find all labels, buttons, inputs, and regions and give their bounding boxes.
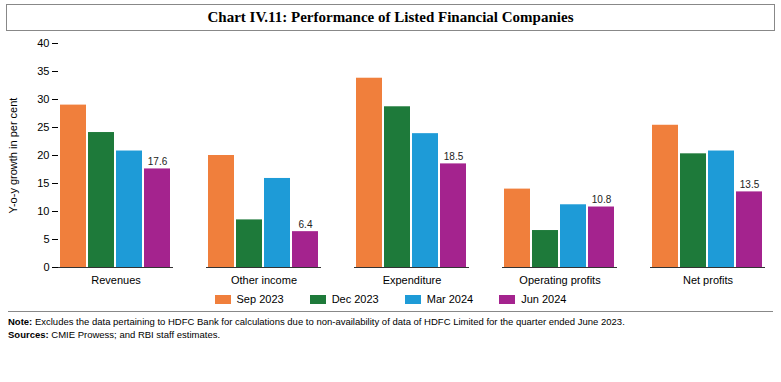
svg-text:15: 15: [37, 177, 49, 189]
svg-text:30: 30: [37, 93, 49, 105]
svg-text:25: 25: [37, 121, 49, 133]
svg-text:5: 5: [43, 233, 49, 245]
svg-text:13.5: 13.5: [740, 179, 760, 190]
html-text:Jun 2024: Jun 2024: [521, 293, 567, 305]
html-text:Sources: CMIE Prowess; and RBI: Sources: CMIE Prowess; and RBI staff est…: [8, 329, 221, 340]
svg-text:Other income: Other income: [231, 274, 297, 286]
svg-text:35: 35: [37, 65, 49, 77]
svg-text:Expenditure: Expenditure: [383, 274, 442, 286]
svg-text:Operating profits: Operating profits: [519, 274, 601, 286]
svg-text:10: 10: [37, 205, 49, 217]
svg-text:17.6: 17.6: [148, 156, 168, 167]
html-text:Dec 2023: Dec 2023: [331, 293, 379, 305]
svg-text:Net profits: Net profits: [683, 274, 734, 286]
svg-text:40: 40: [37, 37, 49, 49]
html-text:Chart IV.11: Performance of Li: Chart IV.11: Performance of Listed Finan…: [207, 9, 574, 25]
html-text:Mar 2024: Mar 2024: [426, 293, 474, 305]
svg-text:20: 20: [37, 149, 49, 161]
svg-text:10.8: 10.8: [592, 194, 612, 205]
svg-text:Revenues: Revenues: [91, 274, 141, 286]
svg-text:0: 0: [43, 261, 49, 273]
svg-text:Y-o-y growth in per cent: Y-o-y growth in per cent: [7, 98, 19, 214]
svg-text:6.4: 6.4: [299, 219, 313, 230]
html-text:Sep 2023: Sep 2023: [236, 293, 284, 305]
html-text:Note: Excludes the data pertai: Note: Excludes the data pertaining to HD…: [8, 316, 625, 327]
svg-text:18.5: 18.5: [444, 151, 464, 162]
